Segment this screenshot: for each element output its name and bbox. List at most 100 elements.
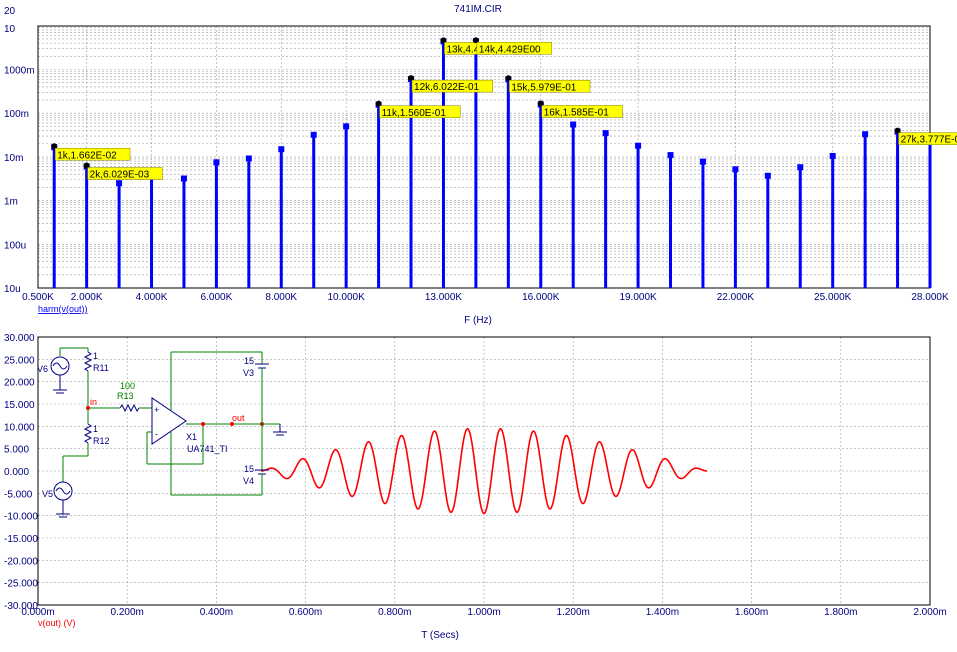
bottom-x-tick-label: 0.800m — [378, 607, 411, 618]
opamp-plus: + — [154, 405, 159, 415]
opamp-minus: - — [155, 429, 158, 439]
top-x-tick-label: 10.000K — [328, 292, 366, 303]
annotation-box — [509, 80, 591, 93]
resistor-r12[interactable]: 1 R12 — [62, 408, 110, 482]
top-x-tick-label: 16.000K — [522, 292, 560, 303]
supply-v3-v4[interactable]: 15 V3 15 V4 — [171, 351, 287, 496]
bottom-y-tick-label: 25.000 — [4, 355, 35, 366]
annotation-dot — [408, 75, 415, 82]
annotation-box — [411, 79, 493, 93]
transient-plot: 30.00025.00020.00015.00010.0005.0000.000… — [4, 333, 947, 641]
annotation-label: 16k,1.585E-01 — [544, 107, 609, 118]
v3-label: V3 — [243, 368, 254, 378]
bottom-x-tick-label: 0.200m — [111, 607, 144, 618]
x1-model: UA741_TI — [187, 444, 228, 454]
annotation-dot — [472, 37, 479, 44]
harmonic-marker — [570, 121, 577, 128]
top-x-tick-label: 4.000K — [136, 292, 168, 303]
bottom-y-tick-label: 10.000 — [4, 422, 35, 433]
harmonic-marker — [862, 131, 869, 138]
bottom-x-tick-label: 0.600m — [289, 607, 322, 618]
bottom-y-tick-label: -20.000 — [4, 556, 38, 567]
bottom-x-tick-label: 1.000m — [467, 607, 500, 618]
source-v5[interactable]: V5 — [42, 481, 73, 518]
harmonic-marker — [180, 175, 187, 182]
r11-label: R11 — [93, 363, 109, 373]
annotation-box — [541, 105, 623, 118]
bottom-x-axis-label: T (Secs) — [421, 630, 459, 641]
out-node-label: out — [232, 413, 245, 423]
top-x-tick-label: 13.000K — [425, 292, 463, 303]
harmonic-marker — [797, 164, 804, 171]
harmonic-marker — [343, 123, 350, 130]
annotation-dot — [505, 75, 512, 82]
r12-label: R12 — [93, 436, 110, 446]
v4-label: V4 — [243, 476, 254, 486]
top-grid — [37, 26, 931, 289]
v4-value: 15 — [244, 464, 254, 474]
x1-label: X1 — [186, 432, 197, 442]
bottom-x-tick-label: 1.600m — [735, 607, 768, 618]
v5-label: V5 — [42, 489, 53, 499]
plot-title: 741IM.CIR — [454, 4, 502, 15]
resistor-r11[interactable]: 1 R11 — [83, 348, 109, 408]
top-x-axis-label: F (Hz) — [464, 315, 492, 326]
bottom-x-tick-label: 0.400m — [200, 607, 233, 618]
r13-value: 100 — [120, 381, 135, 391]
annotation-dot — [440, 37, 447, 44]
annotation-dot — [51, 143, 58, 150]
annotation-box — [476, 42, 552, 55]
harmonic-marker — [699, 158, 706, 165]
r12-value: 1 — [93, 424, 98, 434]
annotation-dot — [894, 127, 901, 134]
bottom-x-tick-label: 1.200m — [557, 607, 590, 618]
annotation-dot — [83, 162, 90, 169]
harmonic-marker — [116, 180, 123, 187]
annotation-box — [54, 148, 131, 161]
circuit-schematic[interactable]: V6 1 R11 in 100 R13 1 R12 — [37, 347, 287, 518]
bottom-y-tick-label: 30.000 — [4, 333, 35, 344]
bottom-plot-frame — [37, 336, 931, 606]
top-x-tick-label: 2.000K — [71, 292, 103, 303]
bottom-legend[interactable]: v(out) (V) — [38, 618, 76, 628]
harmonic-marker — [245, 155, 252, 162]
top-x-tick-label: 28.000K — [911, 292, 949, 303]
annotation-label: 1k,1.662E-02 — [57, 150, 117, 161]
top-ticks: 10u 100u 1m 10m 100m 1000m 10 20 0.500K 2.000K 4.0… — [4, 6, 949, 303]
harmonic-marker — [213, 159, 220, 166]
in-node-label: in — [90, 397, 97, 407]
bottom-y-tick-label: -10.000 — [4, 512, 38, 523]
v6-label: V6 — [37, 364, 48, 374]
r13-label: R13 — [117, 391, 134, 401]
annotation-box — [379, 105, 461, 119]
annotation-box — [87, 167, 163, 180]
bottom-y-tick-label: -15.000 — [4, 534, 38, 545]
top-y-tick-label: 1000m — [4, 66, 35, 77]
bottom-ticks: 30.00025.00020.00015.00010.0005.0000.000… — [4, 333, 947, 618]
source-v6[interactable]: V6 — [37, 347, 88, 394]
top-y-tick-label: 20 — [4, 6, 16, 17]
harmonic-marker — [667, 152, 674, 159]
resistor-r13[interactable]: in 100 R13 — [86, 381, 152, 413]
v3-value: 15 — [244, 356, 254, 366]
top-y-tick-label: 10 — [4, 24, 16, 35]
harmonic-marker — [278, 146, 285, 153]
top-x-tick-label: 6.000K — [201, 292, 233, 303]
harmonic-marker — [635, 142, 642, 149]
top-x-tick-label: 22.000K — [717, 292, 755, 303]
annotation-label: 11k,1.560E-01 — [382, 108, 447, 119]
harmonic-marker — [310, 131, 317, 138]
annotation-box — [898, 132, 957, 145]
bottom-x-tick-label: 1.400m — [646, 607, 679, 618]
harmonic-marker — [829, 152, 836, 159]
annotation-dot — [537, 100, 544, 107]
bottom-x-tick-label: 1.800m — [824, 607, 857, 618]
top-legend[interactable]: harm(v(out)) — [38, 304, 88, 314]
top-x-tick-label: 19.000K — [619, 292, 657, 303]
bottom-y-tick-label: 5.000 — [4, 445, 29, 456]
top-x-tick-label: 8.000K — [265, 292, 297, 303]
bottom-y-tick-label: 15.000 — [4, 400, 35, 411]
r11-value: 1 — [93, 351, 98, 361]
annotation-label: 13k,4.4 — [446, 44, 479, 55]
